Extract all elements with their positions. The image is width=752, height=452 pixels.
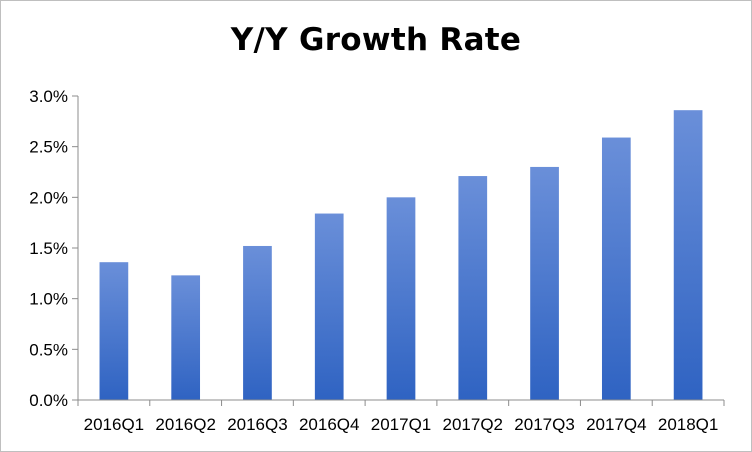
x-tick-label: 2017Q2 <box>443 415 504 434</box>
bar-2017Q2 <box>458 176 488 400</box>
bars <box>99 110 703 400</box>
y-tick-label: 1.5% <box>29 239 68 258</box>
y-tick-label: 2.5% <box>29 138 68 157</box>
y-tick-label: 2.0% <box>29 188 68 207</box>
x-tick-label: 2017Q4 <box>586 415 647 434</box>
x-axis: 2016Q1 2016Q2 2016Q3 2016Q4 2017Q1 2017Q2 2017… <box>77 399 725 434</box>
chart-title: Y/Y Growth Rate <box>230 22 522 58</box>
bar-2017Q1 <box>386 197 416 400</box>
bar-2016Q3 <box>243 245 272 400</box>
bar-2016Q4 <box>314 213 344 400</box>
y-axis: 0.0% 0.5% 1.0% 1.5% 2.0% 2.5% 3.0% <box>29 87 79 410</box>
bar-2018Q1 <box>673 110 703 400</box>
x-tick-label: 2016Q3 <box>227 415 288 434</box>
x-tick-label: 2016Q1 <box>84 415 145 434</box>
y-tick-label: 0.0% <box>29 391 68 410</box>
y-tick-label: 3.0% <box>29 87 68 106</box>
x-tick-label: 2016Q4 <box>299 415 360 434</box>
bar-2017Q4 <box>601 137 631 400</box>
x-tick-label: 2017Q1 <box>371 415 432 434</box>
x-tick-label: 2018Q1 <box>658 415 719 434</box>
x-tick-label: 2016Q2 <box>155 415 216 434</box>
bar-2016Q1 <box>99 262 129 400</box>
bar-2017Q3 <box>530 166 559 400</box>
y-tick-label: 1.0% <box>29 290 68 309</box>
bar-2016Q2 <box>171 275 201 400</box>
x-tick-label: 2017Q3 <box>514 415 575 434</box>
y-tick-label: 0.5% <box>29 340 68 359</box>
